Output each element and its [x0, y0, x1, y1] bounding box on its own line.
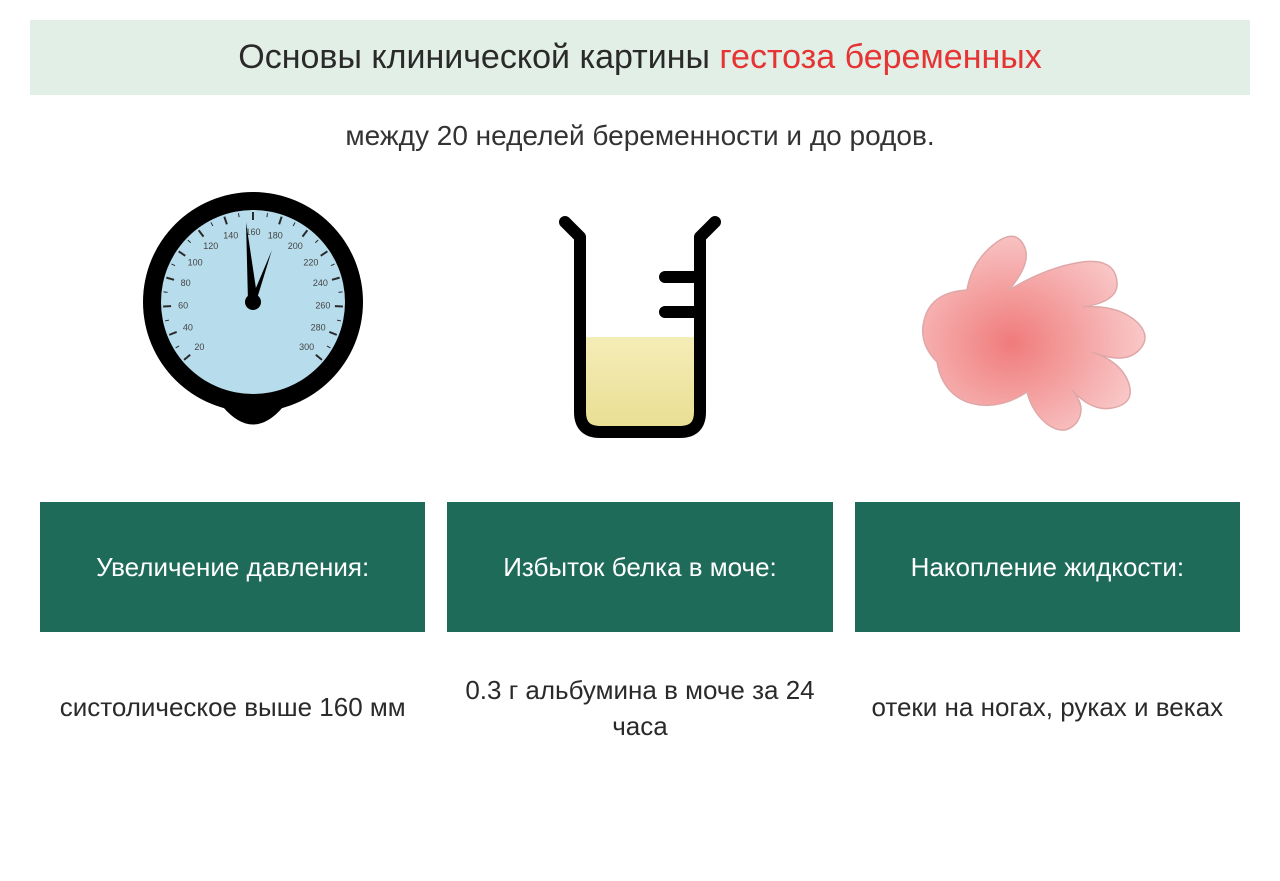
svg-text:140: 140	[224, 231, 239, 241]
column-3: Накопление жидкости: отеки на ногах, рук…	[855, 502, 1240, 785]
svg-text:180: 180	[268, 231, 283, 241]
green-box-3: Накопление жидкости:	[855, 502, 1240, 632]
title-black: Основы клинической картины	[238, 38, 719, 76]
svg-text:200: 200	[288, 241, 303, 251]
boxes-row: Увеличение давления: систолическое выше …	[30, 502, 1250, 785]
svg-text:240: 240	[313, 278, 328, 288]
swollen-hand-icon	[897, 212, 1157, 432]
icons-row: 2040608010012014016018020022024026028030…	[30, 192, 1250, 452]
green-box-2: Избыток белка в моче:	[447, 502, 832, 632]
svg-text:280: 280	[311, 323, 326, 333]
beaker-cell	[447, 192, 834, 452]
svg-text:40: 40	[183, 323, 193, 333]
pressure-gauge-icon: 2040608010012014016018020022024026028030…	[128, 182, 378, 462]
svg-text:60: 60	[178, 300, 188, 310]
gauge-cell: 2040608010012014016018020022024026028030…	[60, 192, 447, 452]
svg-text:300: 300	[299, 342, 314, 352]
white-box-1: систолическое выше 160 мм	[40, 632, 425, 782]
svg-text:120: 120	[204, 241, 219, 251]
svg-text:100: 100	[188, 258, 203, 268]
title-bar: Основы клинической картины гестоза берем…	[30, 20, 1250, 95]
svg-text:80: 80	[181, 278, 191, 288]
svg-text:260: 260	[316, 300, 331, 310]
title-red: гестоза беременных	[719, 38, 1041, 76]
column-2: Избыток белка в моче: 0.3 г альбумина в …	[447, 502, 832, 785]
column-1: Увеличение давления: систолическое выше …	[40, 502, 425, 785]
beaker-icon	[530, 197, 750, 447]
svg-text:220: 220	[304, 258, 319, 268]
svg-text:20: 20	[195, 342, 205, 352]
hand-cell	[833, 192, 1220, 452]
subtitle: между 20 неделей беременности и до родов…	[30, 120, 1250, 152]
white-box-3: отеки на ногах, руках и веках	[855, 632, 1240, 782]
white-box-2: 0.3 г альбумина в моче за 24 часа	[447, 632, 832, 785]
green-box-1: Увеличение давления:	[40, 502, 425, 632]
